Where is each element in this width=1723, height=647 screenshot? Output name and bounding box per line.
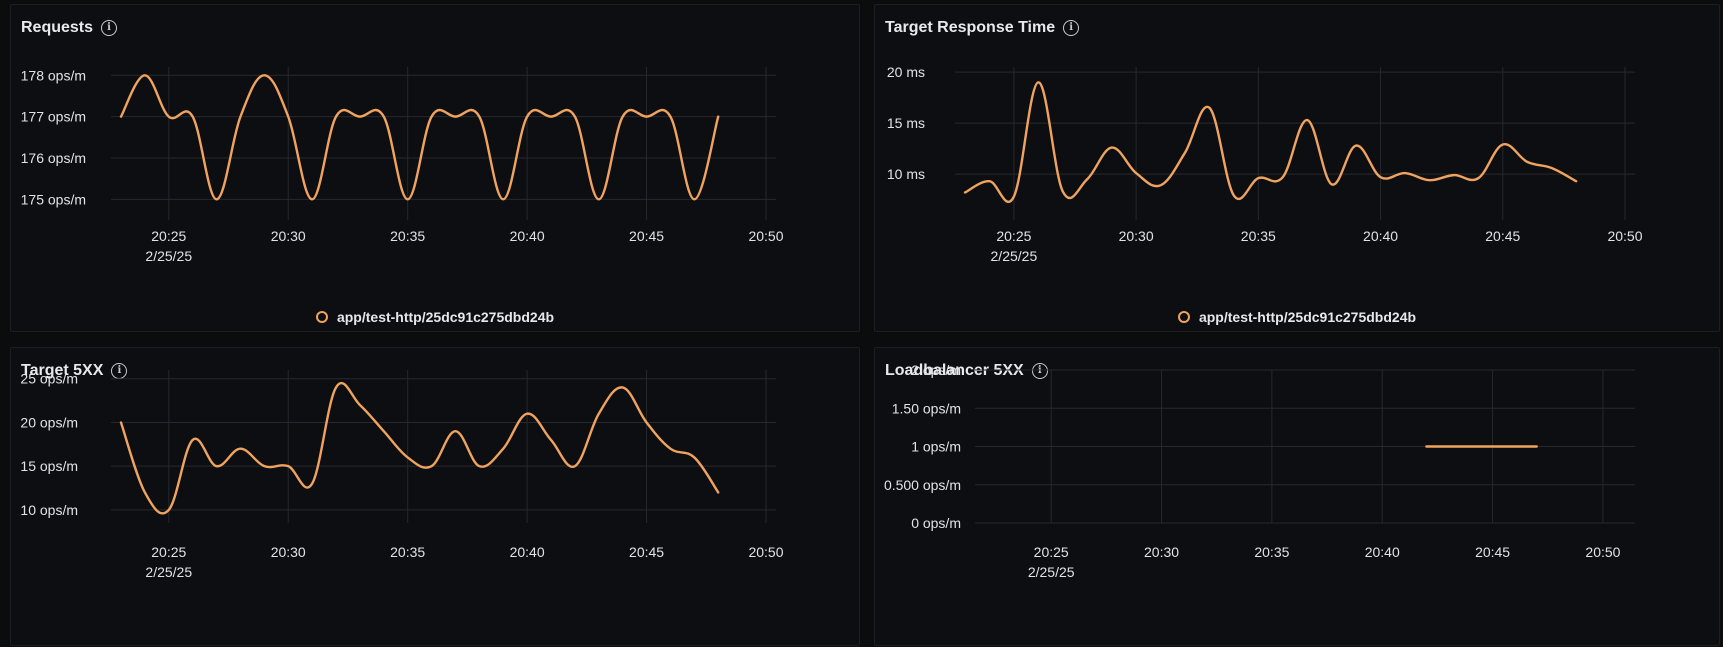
x-tick-label: 20:45 [629, 228, 664, 244]
y-tick-label: 10 ops/m [20, 502, 78, 518]
y-tick-label: 176 ops/m [21, 150, 86, 166]
grid-lines [111, 370, 776, 523]
legend-swatch-icon [1177, 311, 1190, 323]
x-date-label: 2/25/25 [991, 248, 1038, 264]
y-tick-label: 1.50 ops/m [892, 400, 961, 416]
x-tick-label: 20:40 [1365, 544, 1400, 560]
loadbalancer-5xx-chart: 20:25 20:30 20:35 20:40 20:45 20:50 2/25/25 0 o… [884, 362, 1635, 580]
x-tick-label: 20:25 [151, 228, 186, 244]
y-tick-label: 177 ops/m [21, 109, 86, 125]
y-tick-label: 2 ops/m [911, 362, 961, 378]
x-tick-label: 20:30 [271, 228, 306, 244]
x-date-label: 2/25/25 [145, 248, 192, 264]
x-tick-label: 20:30 [1119, 228, 1154, 244]
panel-title: Requests [21, 19, 94, 36]
x-tick-label: 20:45 [629, 544, 664, 560]
target-5xx-chart: 20:25 20:30 20:35 20:40 20:45 20:50 2/25/25 10 … [20, 370, 784, 580]
x-tick-label: 20:50 [748, 228, 783, 244]
y-tick-label: 10 ms [887, 166, 925, 182]
x-tick-label: 20:25 [996, 228, 1031, 244]
x-tick-label: 20:35 [1241, 228, 1276, 244]
y-tick-label: 20 ops/m [20, 414, 78, 430]
legend-label: app/test-http/25dc91c275dbd24b [336, 309, 555, 325]
x-tick-label: 20:40 [1363, 228, 1398, 244]
x-tick-label: 20:35 [390, 544, 425, 560]
series-line[interactable] [119, 74, 720, 201]
y-tick-label: 25 ops/m [20, 371, 78, 387]
y-tick-label: 1 ops/m [911, 439, 961, 455]
info-icon[interactable]: i [101, 20, 118, 36]
panel-loadbalancer-5xx: Loadbalancer 5XX i 20:2520:3020:3520:402… [874, 347, 1720, 646]
legend[interactable]: app/test-http/25dc91c275dbd24b [875, 309, 1719, 325]
panel-target-response-time: Target Response Time i 20:25 20:30 20:35 20… [874, 4, 1720, 332]
y-tick-label: 0.500 ops/m [884, 477, 961, 493]
series-line[interactable] [119, 381, 720, 515]
legend[interactable]: app/test-http/25dc91c275dbd24b [11, 309, 859, 325]
x-tick-label: 20:35 [390, 228, 425, 244]
panel-title: Loadbalancer 5XX [885, 362, 1024, 379]
x-date-label: 2/25/25 [1028, 564, 1075, 580]
x-tick-label: 20:25 [1034, 544, 1069, 560]
legend-swatch-icon [315, 311, 328, 323]
x-tick-label: 20:25 [151, 544, 186, 560]
x-tick-label: 20:40 [510, 544, 545, 560]
panel-header: Target Response Time i [885, 19, 1080, 37]
grid-lines [111, 67, 776, 220]
x-date-label: 2/25/25 [145, 564, 192, 580]
x-tick-label: 20:50 [1607, 228, 1642, 244]
info-icon[interactable]: i [1063, 20, 1080, 36]
legend-label: app/test-http/25dc91c275dbd24b [1198, 309, 1417, 325]
y-tick-label: 175 ops/m [21, 191, 86, 207]
panel-title: Target Response Time [885, 19, 1056, 36]
x-tick-label: 20:35 [1254, 544, 1289, 560]
y-tick-label: 15 ops/m [20, 458, 78, 474]
panel-target-5xx: Target 5XX i 20:25 20:30 20:35 20:40 20:45 20… [10, 347, 860, 646]
y-tick-label: 20 ms [887, 64, 925, 80]
requests-chart: 20:25 20:30 20:35 20:40 20:45 20:50 2/25/25 175… [21, 67, 784, 264]
panel-requests: Requests i 20:25 20:30 20:35 20:40 20:45 20:5… [10, 4, 860, 332]
y-tick-label: 178 ops/m [21, 67, 86, 83]
y-tick-label: 0 ops/m [911, 515, 961, 531]
x-tick-label: 20:45 [1485, 228, 1520, 244]
panel-header: Requests i [21, 19, 118, 37]
x-tick-label: 20:45 [1475, 544, 1510, 560]
x-tick-label: 20:50 [748, 544, 783, 560]
panel-title: Target 5XX [21, 362, 104, 379]
y-tick-label: 15 ms [887, 115, 925, 131]
x-tick-label: 20:30 [271, 544, 306, 560]
x-tick-label: 20:40 [510, 228, 545, 244]
series-line[interactable] [963, 81, 1578, 203]
target-response-time-chart: 20:25 20:30 20:35 20:40 20:45 20:50 2/25/25 10 … [887, 64, 1643, 264]
x-tick-label: 20:30 [1144, 544, 1179, 560]
x-tick-label: 20:50 [1585, 544, 1620, 560]
